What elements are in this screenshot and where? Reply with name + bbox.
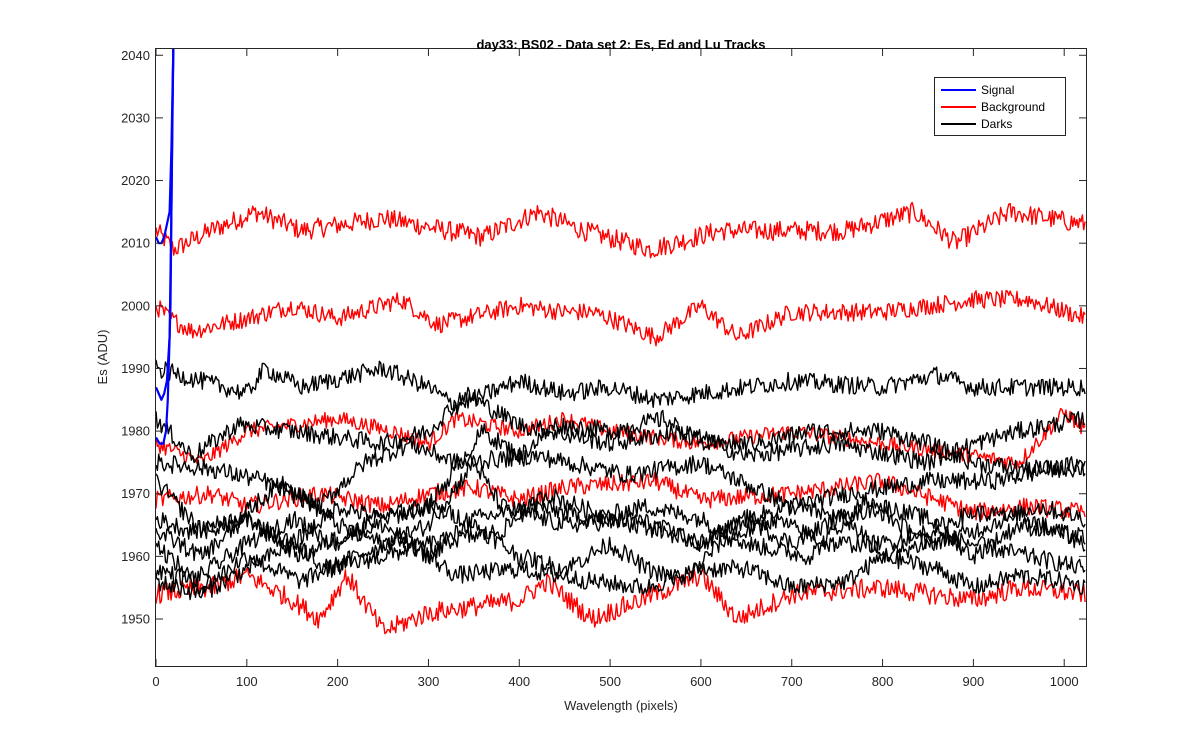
y-tick-label: 2000	[121, 298, 150, 313]
x-tick-label: 200	[327, 674, 349, 689]
legend-label-darks: Darks	[981, 117, 1012, 131]
x-tick-label: 600	[690, 674, 712, 689]
series-line-darks	[156, 409, 1086, 589]
y-tick-label: 1960	[121, 549, 150, 564]
chart-title: day33: BS02 - Data set 2: Es, Ed and Lu …	[476, 37, 765, 52]
series-layer	[156, 49, 1086, 635]
y-tick-label: 2030	[121, 110, 150, 125]
x-tick-label: 500	[599, 674, 621, 689]
y-tick-label: 1950	[121, 612, 150, 627]
y-tick-label: 1990	[121, 361, 150, 376]
x-axis-label: Wavelength (pixels)	[564, 698, 678, 713]
series-line-darks	[156, 435, 1086, 515]
x-tick-label: 900	[963, 674, 985, 689]
x-tick-label: 300	[418, 674, 440, 689]
axes-box	[155, 48, 1087, 667]
x-tick-label: 1000	[1050, 674, 1079, 689]
series-line-darks	[156, 488, 1086, 601]
series-line-signal	[156, 49, 175, 445]
series-line-background	[156, 289, 1086, 347]
y-tick-label: 1980	[121, 424, 150, 439]
series-line-darks	[156, 359, 1086, 415]
tick-layer: 0 100 200 300 400 500 600 700 800 900 1000 1950 1960…	[121, 48, 1086, 689]
y-tick-label: 1970	[121, 486, 150, 501]
y-tick-label: 2040	[121, 48, 150, 63]
legend: Signal Background Darks	[934, 77, 1066, 136]
series-line-darks	[156, 386, 1086, 471]
y-axis-label: Es (ADU)	[95, 330, 110, 385]
series-line-background	[156, 201, 1086, 259]
legend-label-signal: Signal	[981, 83, 1014, 97]
x-tick-label: 400	[508, 674, 530, 689]
series-line-background	[156, 566, 1086, 635]
x-tick-label: 800	[872, 674, 894, 689]
x-tick-label: 700	[781, 674, 803, 689]
x-tick-label: 100	[236, 674, 258, 689]
x-tick-label: 0	[152, 674, 159, 689]
y-tick-label: 2020	[121, 173, 150, 188]
plot-area	[155, 48, 1087, 667]
series-line-darks	[156, 529, 1086, 595]
y-tick-label: 2010	[121, 236, 150, 251]
legend-label-background: Background	[981, 100, 1045, 114]
series-line-darks	[156, 497, 1086, 586]
